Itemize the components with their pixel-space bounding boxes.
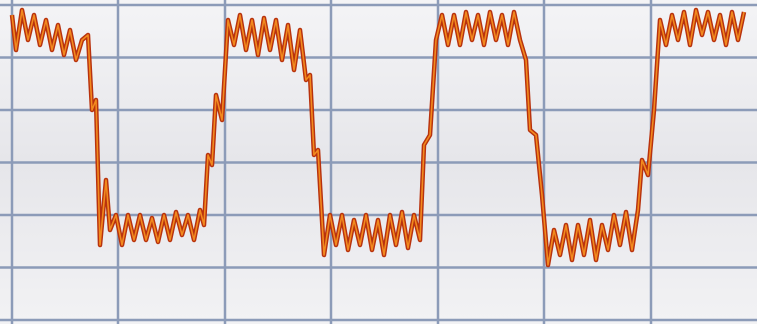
line <box>11 9 745 266</box>
